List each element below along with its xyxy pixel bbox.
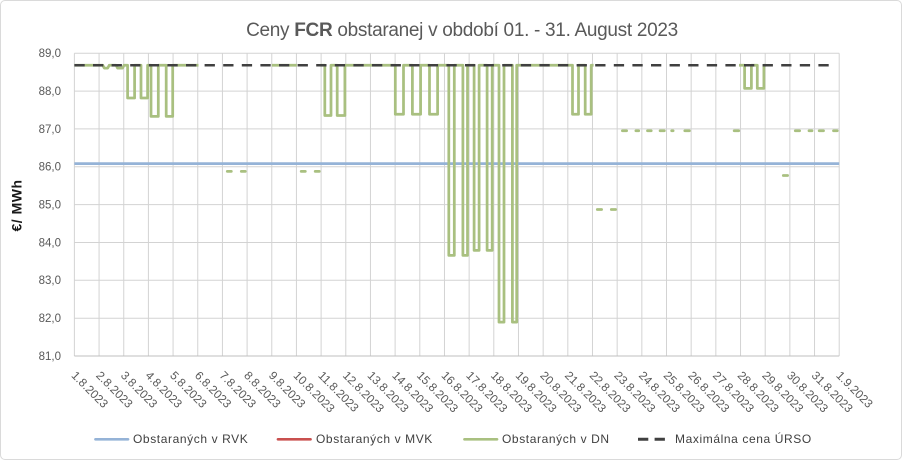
svg-text:Obstaraných v DN: Obstaraných v DN: [502, 432, 610, 446]
svg-text:Obstaraných v RVK: Obstaraných v RVK: [133, 432, 248, 446]
svg-text:88,0: 88,0: [39, 86, 61, 98]
svg-text:82,0: 82,0: [39, 313, 61, 325]
svg-text:87,0: 87,0: [39, 124, 61, 136]
svg-text:84,0: 84,0: [39, 237, 61, 249]
svg-text:Ceny FCR obstaranej v období 0: Ceny FCR obstaranej v období 01. - 31. A…: [246, 20, 678, 41]
svg-text:81,0: 81,0: [39, 351, 61, 363]
svg-text:85,0: 85,0: [39, 200, 61, 212]
svg-text:86,0: 86,0: [39, 162, 61, 174]
svg-text:Obstaraných v MVK: Obstaraných v MVK: [316, 432, 433, 446]
svg-text:€/ MWh: €/ MWh: [8, 180, 24, 232]
svg-text:89,0: 89,0: [39, 48, 61, 60]
svg-text:83,0: 83,0: [39, 275, 61, 287]
svg-text:Maximálna cena ÚRSO: Maximálna cena ÚRSO: [675, 431, 812, 446]
